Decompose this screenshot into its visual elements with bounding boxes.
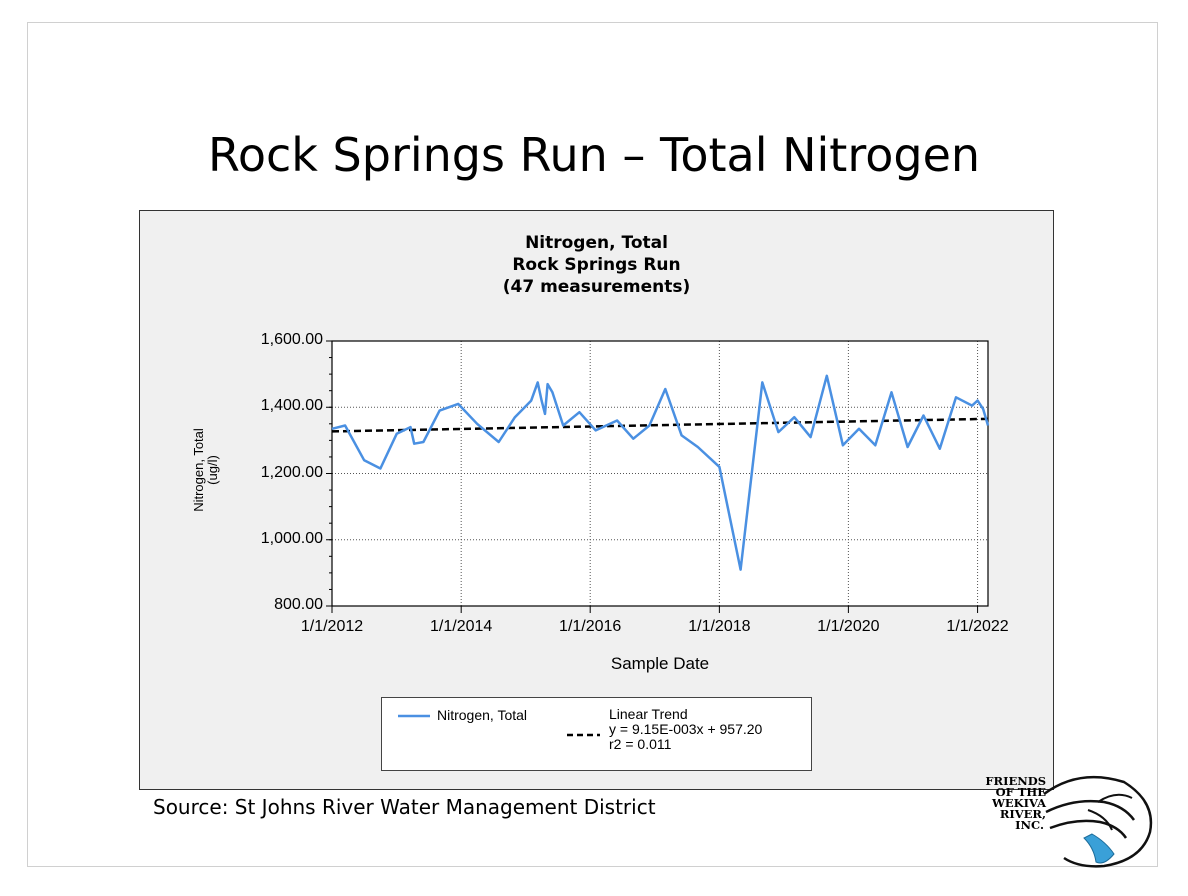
chart-legend: Nitrogen, Total Linear Trend y = 9.15E-0… [381, 697, 812, 771]
legend-series-label: Nitrogen, Total [437, 707, 528, 723]
slide-title: Rock Springs Run – Total Nitrogen [207, 128, 981, 182]
x-tick-label: 1/1/2016 [559, 618, 622, 635]
source-note: Source: St Johns River Water Management … [153, 795, 656, 819]
y-tick-label: 800.00 [274, 596, 323, 613]
chart-title-line-1: Nitrogen, Total [525, 233, 668, 253]
y-tick-label: 1,400.00 [260, 397, 323, 415]
logo-text-5: INC. [1015, 818, 1044, 832]
logo-text-3: WEKIVA [991, 796, 1046, 810]
logo-text-4: RIVER, [999, 807, 1046, 821]
legend-trend-r2: r2 = 0.011 [609, 736, 672, 752]
x-axis-label: Sample Date [610, 654, 710, 673]
x-tick-label: 1/1/2018 [688, 618, 751, 635]
logo-text-1: FRIENDS [985, 774, 1046, 788]
y-tick-label: 1,600.00 [260, 331, 323, 348]
logo-text-2: OF THE [995, 785, 1046, 799]
x-tick-label: 1/1/2014 [430, 618, 493, 635]
friends-of-wekiva-logo: FRIENDS OF THE WEKIVA RIVER, INC. [984, 772, 1156, 868]
x-tick-label: 1/1/2012 [300, 618, 364, 635]
plot-border [331, 340, 989, 607]
chart-title-line-3: (47 measurements) [502, 277, 691, 297]
y-tick-label: 1,200.00 [260, 463, 323, 481]
logo-emblem-icon [1043, 775, 1153, 868]
chart-title: Nitrogen, Total Rock Springs Run (47 mea… [139, 232, 1054, 298]
x-tick-label: 1/1/2020 [817, 618, 880, 635]
legend-trend-equation: y = 9.15E-003x + 957.20 [609, 721, 763, 737]
legend-swatches [398, 714, 600, 737]
x-tick-label: 1/1/2022 [946, 618, 1009, 635]
chart-title-line-2: Rock Springs Run [512, 255, 681, 275]
legend-trend-label: Linear Trend [609, 706, 688, 722]
y-tick-label: 1,000.00 [260, 529, 323, 547]
